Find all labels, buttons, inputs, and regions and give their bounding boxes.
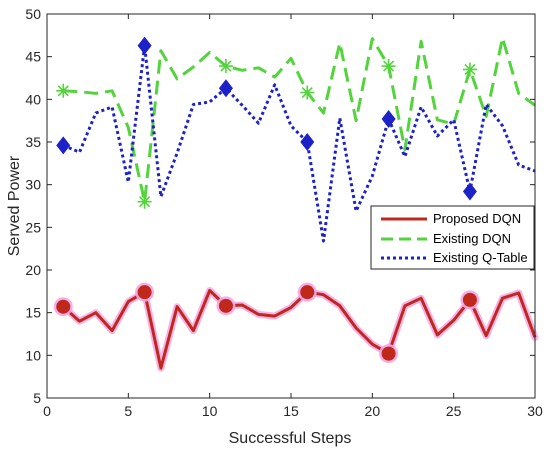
y-tick-label-25: 25: [25, 219, 41, 235]
data-point-existing-dqn-16: [300, 85, 315, 100]
data-point-existing-dqn-11: [218, 59, 233, 74]
y-tick-label-5: 5: [33, 390, 41, 406]
legend-box: [370, 205, 535, 270]
series-proposed-dqn: [53, 282, 539, 372]
data-point-proposed-dqn-26: [462, 292, 477, 307]
series-layer: [53, 36, 539, 372]
series-line-existing-dqn: [63, 36, 536, 204]
y-tick-label-20: 20: [25, 262, 41, 278]
y-tick-label-45: 45: [25, 49, 41, 65]
legend-label-existing-q-table: Existing Q-Table: [433, 250, 528, 265]
series-existing-q-table: [56, 36, 536, 243]
y-tick-label-30: 30: [25, 177, 41, 193]
x-axis-label: Successful Steps: [229, 430, 352, 447]
data-point-existing-q-table-26: [462, 182, 477, 201]
x-tick-label-25: 25: [446, 403, 462, 419]
data-point-proposed-dqn-6: [137, 285, 152, 300]
data-point-proposed-dqn-21: [381, 346, 396, 361]
x-tick-label-20: 20: [365, 403, 381, 419]
data-point-existing-q-table-21: [381, 109, 396, 128]
legend: Proposed DQN Existing DQN Existing Q-Tab…: [370, 205, 535, 270]
series-existing-dqn: [56, 36, 536, 209]
data-point-existing-q-table-11: [218, 79, 233, 98]
y-tick-label-35: 35: [25, 134, 41, 150]
x-tick-label-30: 30: [527, 403, 543, 419]
legend-label-existing-dqn: Existing DQN: [433, 231, 511, 246]
x-tick-label-15: 15: [283, 403, 299, 419]
data-point-existing-dqn-26: [462, 62, 477, 77]
data-point-existing-dqn-21: [381, 59, 396, 74]
data-point-proposed-dqn-1: [56, 299, 71, 314]
data-point-existing-q-table-16: [300, 133, 315, 151]
y-tick-label-10: 10: [25, 347, 41, 363]
x-tick-label-5: 5: [124, 403, 132, 419]
x-tick-label-0: 0: [43, 403, 51, 419]
data-point-existing-dqn-6: [137, 194, 152, 209]
y-tick-label-50: 50: [25, 6, 41, 22]
data-point-existing-q-table-1: [56, 136, 71, 155]
data-point-existing-q-table-6: [137, 36, 152, 55]
data-point-proposed-dqn-16: [300, 285, 315, 300]
y-axis-label: Served Power: [6, 155, 23, 256]
axes-layer: Successful Steps Served Power 0 5 10 15 20 25…: [6, 6, 543, 447]
x-tick-label-10: 10: [202, 403, 218, 419]
data-point-existing-dqn-1: [56, 83, 71, 98]
data-point-proposed-dqn-11: [218, 298, 233, 313]
y-tick-label-40: 40: [25, 91, 41, 107]
legend-label-proposed-dqn: Proposed DQN: [433, 211, 521, 226]
y-tick-label-15: 15: [25, 305, 41, 321]
